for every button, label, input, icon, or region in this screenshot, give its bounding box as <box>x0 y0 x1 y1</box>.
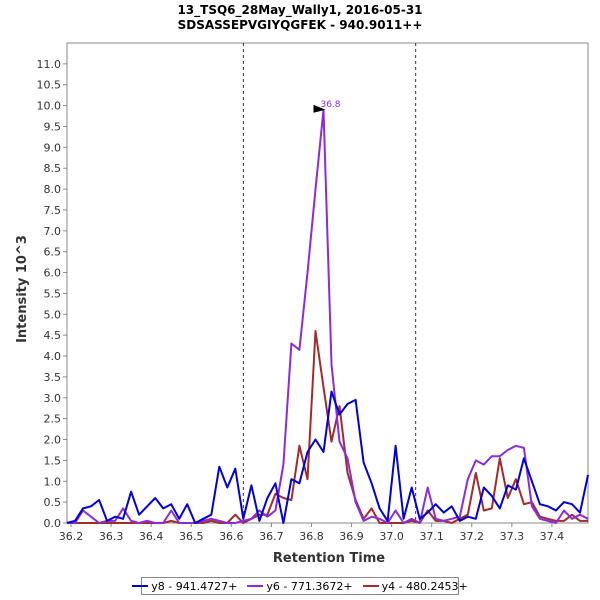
legend-swatch <box>362 585 379 587</box>
legend-label: y4 - 480.2453+ <box>381 579 468 593</box>
chart-title: 13_TSQ6_28May_Wally1, 2016-05-31 <box>177 3 422 18</box>
legend-label: y6 - 771.3672+ <box>266 579 353 593</box>
legend-swatch <box>247 585 264 587</box>
x-tick-label: 37.3 <box>500 530 525 543</box>
plot-frame <box>66 42 589 524</box>
series-line-y8 <box>66 390 589 524</box>
y-tick-label: 9.5 <box>44 120 62 133</box>
x-tick-label: 37.4 <box>540 530 565 543</box>
peak-marker-arrow <box>313 104 326 113</box>
x-tick-label: 36.5 <box>179 530 204 543</box>
x-tick-label: 36.3 <box>99 530 124 543</box>
legend-swatch <box>132 585 149 587</box>
x-tick-label: 36.7 <box>259 530 284 543</box>
y-tick-label: 8.5 <box>44 162 62 175</box>
y-tick-label: 5.5 <box>44 287 62 300</box>
y-tick-label: 5.0 <box>44 308 62 321</box>
y-tick-label: 10.0 <box>37 100 62 113</box>
legend-item: y8 - 941.4727+ <box>132 580 237 593</box>
legend: y8 - 941.4727+ y6 - 771.3672+ y4 - 480.245… <box>132 577 468 595</box>
legend-label: y8 - 941.4727+ <box>151 579 238 593</box>
legend-item: y4 - 480.2453+ <box>362 579 468 593</box>
peak-label: 36.8 <box>320 100 340 110</box>
y-tick-label: 6.5 <box>44 246 62 259</box>
y-axis-label: Intensity 10^3 <box>15 235 30 343</box>
y-tick-label: 3.0 <box>44 392 62 405</box>
y-tick-label: 4.5 <box>44 329 62 342</box>
y-tick-label: 0.0 <box>44 517 62 530</box>
x-axis-label: Retention Time <box>273 551 385 566</box>
y-tick-label: 10.5 <box>37 79 62 92</box>
y-tick-label: 7.0 <box>44 225 62 238</box>
y-tick-label: 3.5 <box>44 371 62 384</box>
x-tick-label: 36.9 <box>339 530 364 543</box>
y-tick-label: 4.0 <box>44 350 62 363</box>
x-tick-label: 37.2 <box>460 530 485 543</box>
x-tick-label: 36.6 <box>219 530 244 543</box>
y-tick-label: 0.5 <box>44 496 62 509</box>
y-tick-label: 2.0 <box>44 434 62 447</box>
y-tick-label: 7.5 <box>44 204 62 217</box>
y-tick-label: 8.0 <box>44 183 62 196</box>
y-tick-label: 9.0 <box>44 141 62 154</box>
x-tick-label: 36.4 <box>139 530 164 543</box>
y-tick-label: 6.0 <box>44 267 62 280</box>
x-tick-label: 36.8 <box>299 530 324 543</box>
y-tick-label: 11.0 <box>37 58 62 71</box>
series-line-y6 <box>67 108 589 524</box>
chart-subtitle: SDSASSEPVGIYQGFEK - 940.9011++ <box>178 18 423 32</box>
legend-item: y6 - 771.3672+ <box>247 579 353 593</box>
x-tick-label: 37.0 <box>379 530 404 543</box>
x-tick-label: 37.1 <box>419 530 444 543</box>
y-tick-label: 1.0 <box>44 475 62 488</box>
y-tick-label: 2.5 <box>44 413 62 426</box>
plot-area: 0.0 0.5 1.0 1.5 2.0 2.5 3.0 3.5 4.0 4.5 5.0 5.5 6.0 6… <box>37 42 589 543</box>
y-tick-label: 1.5 <box>44 454 62 467</box>
x-tick-label: 36.2 <box>59 530 84 543</box>
